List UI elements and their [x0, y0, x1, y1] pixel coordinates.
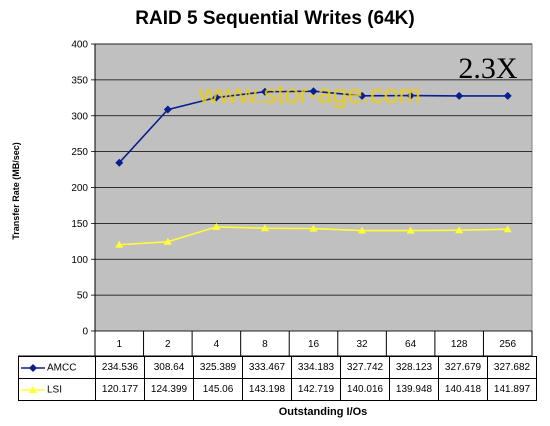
data-point: [115, 158, 124, 167]
legend-label: LSI: [47, 384, 63, 396]
table-cell: 140.016: [340, 378, 390, 401]
table-row: AMCC 234.536 308.64 325.389 333.467 334.183 32…: [18, 356, 537, 379]
x-tick-label: 16: [308, 339, 320, 350]
x-tick-label: 128: [451, 339, 468, 350]
series-lines: [115, 87, 512, 248]
legend-label: AMCC: [47, 362, 77, 374]
y-tick-label: 0: [82, 327, 88, 338]
chart-title: RAID 5 Sequential Writes (64K): [135, 8, 415, 29]
data-point: [260, 224, 269, 232]
table-cell: 308.64: [144, 356, 194, 379]
data-point: [260, 87, 269, 96]
data-point: [212, 93, 221, 102]
table-cell: 325.389: [193, 356, 243, 379]
table-cell: 139.948: [389, 378, 439, 401]
y-tick-label: 300: [71, 111, 88, 122]
gridlines: [95, 43, 532, 332]
data-point: [503, 225, 512, 233]
y-axis-ticks: 0 50 100 150 200 250 300 350 400: [71, 40, 96, 338]
table-cell: 328.123: [389, 356, 439, 379]
table-cell: 140.418: [438, 378, 488, 401]
data-point: [212, 222, 221, 230]
x-tick-label: 1: [116, 339, 122, 350]
y-tick-label: 200: [71, 183, 88, 194]
table-cell: 141.897: [487, 378, 537, 401]
table-cell: 120.177: [95, 378, 145, 401]
annotation-text: 2.3X: [458, 52, 518, 85]
data-point: [163, 105, 172, 114]
data-point: [163, 237, 172, 245]
table-cell: 234.536: [95, 356, 145, 379]
y-tick-label: 400: [71, 40, 88, 51]
x-tick-label: 64: [405, 339, 417, 350]
y-tick-label: 150: [71, 219, 88, 230]
table-cell: 327.682: [487, 356, 537, 379]
data-point: [455, 226, 464, 234]
data-point: [358, 91, 367, 100]
data-point: [115, 240, 124, 248]
y-tick-label: 100: [71, 255, 88, 266]
table-cell: 333.467: [242, 356, 292, 379]
data-point: [358, 226, 367, 234]
table-cell: 334.183: [291, 356, 341, 379]
y-tick-label: 250: [71, 147, 88, 158]
table-cell: 143.198: [242, 378, 292, 401]
data-table: AMCC 234.536 308.64 325.389 333.467 334.183 32…: [18, 356, 537, 401]
legend-cell: LSI: [18, 378, 96, 401]
x-tick-label: 32: [356, 339, 368, 350]
data-point: [309, 224, 318, 232]
y-tick-label: 50: [77, 291, 89, 302]
data-point: [455, 91, 464, 100]
table-row: LSI 120.177 124.399 145.06 143.198 142.719 140…: [18, 378, 537, 401]
table-cell: 327.679: [438, 356, 488, 379]
y-tick-label: 350: [71, 75, 88, 86]
x-tick-label: 256: [499, 339, 516, 350]
x-axis-label: Outstanding I/Os: [278, 406, 368, 418]
x-tick-label: 2: [165, 339, 171, 350]
legend-marker: [21, 385, 45, 393]
table-cell: 124.399: [144, 378, 194, 401]
data-point: [406, 226, 415, 234]
x-tick-label: 8: [262, 339, 268, 350]
watermark-text: www.stor-age.com: [198, 79, 421, 109]
data-point: [309, 87, 318, 96]
table-cell: 327.742: [340, 356, 390, 379]
legend-cell: AMCC: [18, 356, 96, 379]
data-point: [406, 91, 415, 100]
table-cell: 145.06: [193, 378, 243, 401]
legend-marker: [21, 363, 45, 372]
x-category-grid: 1 2 4 8 16 32 64 128 256: [18, 331, 533, 356]
chart-plot: 0 50 100 150 200 250 300 350 400 1 2 4 8 16 32 64 128 25…: [18, 40, 533, 356]
data-point: [503, 91, 512, 100]
table-cell: 142.719: [291, 378, 341, 401]
x-tick-label: 4: [214, 339, 220, 350]
